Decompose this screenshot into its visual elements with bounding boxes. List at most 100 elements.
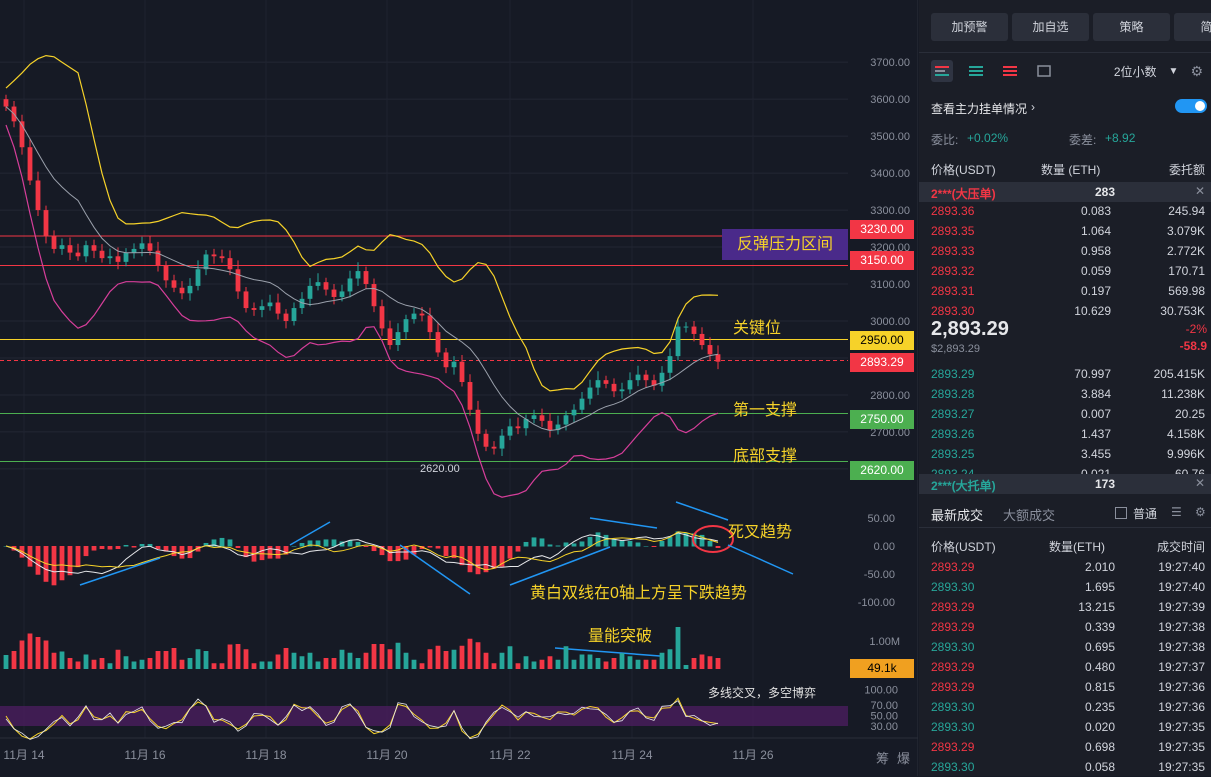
bid-row[interactable]: 2893.26 1.437 4.158K: [919, 424, 1211, 444]
candle: [371, 284, 377, 307]
ask-row[interactable]: 2893.35 1.064 3.079K: [919, 221, 1211, 241]
candle: [507, 426, 513, 436]
macd-bar: [403, 546, 409, 560]
bid-total: 20.25: [1174, 407, 1205, 421]
volume-bar: [347, 652, 353, 669]
trade-time: 19:27:35: [1158, 760, 1205, 774]
close-icon[interactable]: ✕: [1194, 184, 1205, 198]
ask-row[interactable]: 2893.30 10.629 30.753K: [919, 301, 1211, 321]
chip-icon[interactable]: 筹: [876, 751, 890, 766]
book-bids-icon[interactable]: [965, 60, 987, 82]
ask-row[interactable]: 2893.32 0.059 170.71: [919, 261, 1211, 281]
filter-icon[interactable]: ☰: [1171, 505, 1182, 519]
x-tick-label: 11月 24: [611, 748, 652, 762]
chart-area[interactable]: 3700.00 3600.00 3500.00 3400.00 3300.00 3200.…: [0, 0, 918, 776]
macd-bar: [595, 532, 601, 547]
candle: [83, 245, 89, 257]
death-cross-label: 死叉趋势: [728, 524, 793, 541]
trade-time: 19:27:40: [1158, 580, 1205, 594]
add-alert-button[interactable]: 加预警: [931, 13, 1008, 41]
trades-tabs: 最新成交 大额成交 普通 ☰ ⚙: [919, 502, 1211, 524]
arrow-line: [289, 521, 331, 546]
trade-row[interactable]: 2893.29 0.698 19:27:35: [919, 737, 1211, 757]
settings-icon[interactable]: ⚙: [1195, 505, 1206, 519]
strategy-button[interactable]: 策略: [1093, 13, 1170, 41]
trade-row[interactable]: 2893.29 13.215 19:27:39: [919, 597, 1211, 617]
main-orders-label[interactable]: 查看主力挂单情况: [931, 102, 1028, 116]
ask-row[interactable]: 2893.31 0.197 569.98: [919, 281, 1211, 301]
candle: [283, 313, 289, 322]
macd-bar: [323, 539, 329, 547]
ask-total: 170.71: [1168, 264, 1205, 278]
tab-latest-trades[interactable]: 最新成交: [931, 508, 984, 523]
trades-col-qty[interactable]: 数量(ETH): [1049, 540, 1105, 554]
ask-total: 3.079K: [1166, 224, 1205, 238]
main-orders-toggle[interactable]: [1175, 99, 1207, 113]
volume-bar: [35, 637, 41, 669]
change-percent: -2%: [1185, 322, 1207, 336]
main-orders-row[interactable]: 查看主力挂单情况 ›: [919, 97, 1211, 117]
candlestick-chart[interactable]: 3700.003600.003500.003400.003300.003200.…: [0, 0, 918, 776]
settings-icon[interactable]: ⚙: [1190, 62, 1203, 79]
candle: [147, 243, 153, 251]
decimals-select[interactable]: 2位小数: [1113, 64, 1157, 79]
macd-bar: [283, 546, 289, 555]
candle: [75, 252, 81, 257]
bid-row[interactable]: 2893.29 70.997 205.415K: [919, 364, 1211, 384]
macd-bar: [91, 546, 97, 551]
macd-dea-line: [5, 531, 719, 571]
current-price-tag: 2893.29: [850, 353, 914, 372]
book-asks-icon[interactable]: [999, 60, 1021, 82]
candle: [163, 265, 169, 281]
col-total[interactable]: 委托额: [1168, 163, 1205, 177]
overview-button[interactable]: 简况: [1174, 13, 1211, 41]
candle: [307, 285, 313, 299]
book-toolbar: 2位小数 ▼ ⚙: [931, 60, 1203, 82]
normal-checkbox[interactable]: [1115, 507, 1127, 519]
x-tick-label: 11月 26: [732, 748, 773, 762]
trade-row[interactable]: 2893.30 0.020 19:27:35: [919, 717, 1211, 737]
trade-row[interactable]: 2893.29 2.010 19:27:40: [919, 557, 1211, 577]
add-watchlist-button[interactable]: 加自选: [1012, 13, 1089, 41]
ask-row[interactable]: 2893.33 0.958 2.772K: [919, 241, 1211, 261]
book-both-icon[interactable]: [931, 60, 953, 82]
macd-bar: [475, 546, 481, 575]
trade-qty: 1.695: [1084, 580, 1115, 594]
death-cross-circle: [692, 525, 734, 553]
volume-bar: [227, 644, 233, 669]
trade-row[interactable]: 2893.29 0.815 19:27:36: [919, 677, 1211, 697]
bid-row[interactable]: 2893.25 3.455 9.996K: [919, 444, 1211, 464]
candle: [683, 326, 689, 328]
trade-row[interactable]: 2893.30 0.235 19:27:36: [919, 697, 1211, 717]
trade-row[interactable]: 2893.29 0.480 19:27:37: [919, 657, 1211, 677]
bid-row[interactable]: 2893.27 0.007 20.25: [919, 404, 1211, 424]
y-tick-label: 3600.00: [870, 94, 910, 106]
trade-row[interactable]: 2893.30 1.695 19:27:40: [919, 577, 1211, 597]
book-depth-icon[interactable]: [1033, 60, 1055, 82]
volume-bar: [595, 658, 601, 669]
macd-bar: [379, 546, 385, 556]
candle: [555, 424, 561, 431]
trade-row[interactable]: 2893.30 0.058 19:27:35: [919, 757, 1211, 777]
sell-wall-row[interactable]: 2***(大压单) 283 ✕: [919, 182, 1211, 202]
trade-row[interactable]: 2893.29 0.339 19:27:38: [919, 617, 1211, 637]
candle: [27, 147, 33, 181]
y-tick-label: 3000.00: [870, 316, 910, 328]
volume-bar: [691, 658, 697, 669]
trade-time: 19:27:36: [1158, 700, 1205, 714]
tab-big-trades[interactable]: 大额成交: [1003, 508, 1056, 523]
volume-bar: [179, 659, 185, 669]
order-panel: 加预警 加自选 策略 简况 2位小数 ▼ ⚙ 查看主力挂单情况 › 委比: +0…: [919, 0, 1211, 776]
ask-row[interactable]: 2893.36 0.083 245.94: [919, 201, 1211, 221]
volume-bar: [387, 649, 393, 669]
chevron-down-icon[interactable]: ▼: [1168, 65, 1179, 77]
trade-qty: 0.058: [1084, 760, 1115, 774]
bid-row[interactable]: 2893.28 3.884 11.238K: [919, 384, 1211, 404]
trade-row[interactable]: 2893.30 0.695 19:27:38: [919, 637, 1211, 657]
buy-wall-row[interactable]: 2***(大托单) 173 ✕: [919, 474, 1211, 494]
col-qty[interactable]: 数量 (ETH): [1041, 163, 1101, 177]
close-icon[interactable]: ✕: [1194, 476, 1205, 490]
candle: [539, 415, 545, 421]
volume-bar: [611, 658, 617, 669]
liquidation-icon[interactable]: 爆: [897, 751, 911, 766]
